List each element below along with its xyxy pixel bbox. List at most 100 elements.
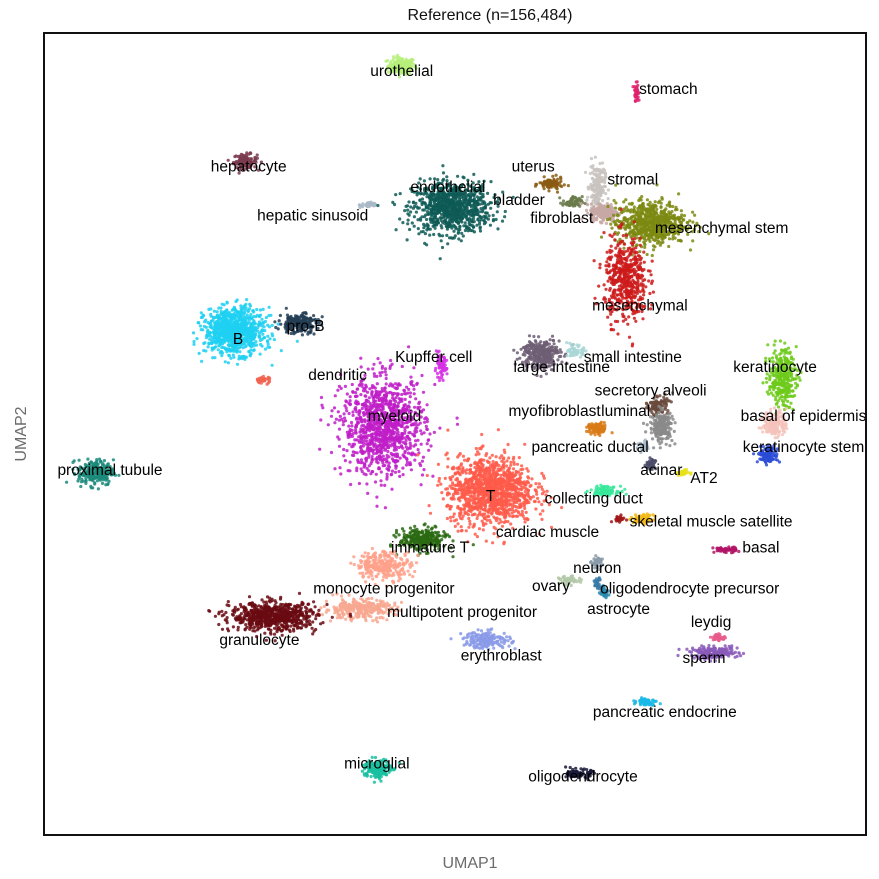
data-point <box>258 338 262 342</box>
data-point <box>401 473 405 477</box>
data-point <box>438 205 442 209</box>
data-point <box>622 274 627 278</box>
data-point <box>437 232 441 236</box>
data-point <box>645 252 649 257</box>
data-point <box>394 56 399 60</box>
data-point <box>238 163 242 168</box>
data-point <box>254 343 259 347</box>
data-point <box>454 196 458 200</box>
data-point <box>352 442 357 446</box>
data-point <box>598 262 602 266</box>
data-point <box>228 348 232 352</box>
data-point <box>195 337 199 341</box>
data-point <box>242 342 247 346</box>
data-point <box>602 231 606 235</box>
data-point <box>440 199 444 203</box>
data-point <box>577 196 581 200</box>
data-point <box>412 215 416 219</box>
data-point <box>398 217 402 221</box>
data-point <box>586 195 590 199</box>
data-point <box>547 189 551 193</box>
data-point <box>648 228 652 232</box>
data-point <box>394 464 398 468</box>
data-point <box>412 392 416 396</box>
cluster-dendritic <box>255 374 272 386</box>
data-point <box>571 196 575 200</box>
data-point <box>270 332 274 336</box>
data-point <box>617 219 621 223</box>
data-point <box>200 359 204 363</box>
data-point <box>236 154 240 159</box>
data-point <box>637 274 641 278</box>
data-point <box>207 321 212 326</box>
data-point <box>403 392 407 396</box>
data-point <box>383 448 387 452</box>
data-point <box>251 309 255 313</box>
data-point <box>469 205 474 209</box>
data-point <box>384 59 388 63</box>
data-point <box>455 210 459 214</box>
data-point <box>272 338 276 342</box>
data-point <box>624 317 628 321</box>
data-point <box>265 382 269 386</box>
data-point <box>416 438 420 442</box>
data-point <box>235 166 239 170</box>
data-point <box>404 463 409 467</box>
data-point <box>384 402 388 406</box>
data-point <box>635 284 640 288</box>
data-point <box>403 209 407 213</box>
data-point <box>354 431 358 435</box>
data-point <box>593 208 597 213</box>
data-point <box>414 397 418 401</box>
data-point <box>357 203 361 207</box>
data-point <box>348 428 352 432</box>
data-point <box>234 320 238 324</box>
data-point <box>601 206 605 210</box>
data-point <box>337 427 342 431</box>
data-point <box>612 209 616 214</box>
data-point <box>616 242 620 246</box>
data-point <box>619 223 624 227</box>
data-point <box>221 330 225 334</box>
data-point <box>260 317 264 321</box>
data-point <box>478 214 482 218</box>
data-point <box>619 207 623 211</box>
data-point <box>445 233 449 237</box>
data-point <box>438 426 442 430</box>
data-point <box>610 226 614 230</box>
data-point <box>192 342 196 346</box>
data-point <box>243 357 247 361</box>
data-point <box>406 212 410 216</box>
data-point <box>268 337 272 341</box>
data-point <box>403 397 407 401</box>
data-point <box>432 232 436 237</box>
data-point <box>369 203 373 207</box>
data-point <box>330 409 334 413</box>
data-point <box>648 269 652 273</box>
data-point <box>600 161 605 165</box>
data-point <box>406 218 410 222</box>
data-point <box>437 376 442 380</box>
data-point <box>258 308 262 312</box>
data-point <box>625 233 629 237</box>
data-point <box>472 216 476 221</box>
data-point <box>598 194 602 198</box>
data-point <box>260 344 264 348</box>
data-point <box>385 399 389 403</box>
data-point <box>561 199 566 203</box>
data-point <box>591 170 595 175</box>
data-point <box>388 399 392 403</box>
data-point <box>615 254 619 258</box>
data-point <box>619 283 623 287</box>
data-point <box>641 284 645 288</box>
data-point <box>590 176 595 180</box>
data-point <box>425 243 429 247</box>
data-point <box>596 210 600 214</box>
data-point <box>407 66 411 70</box>
data-point <box>489 206 493 210</box>
data-point <box>234 160 238 164</box>
data-point <box>252 349 256 353</box>
data-point <box>658 214 663 218</box>
data-point <box>638 258 643 262</box>
data-point <box>633 93 637 97</box>
